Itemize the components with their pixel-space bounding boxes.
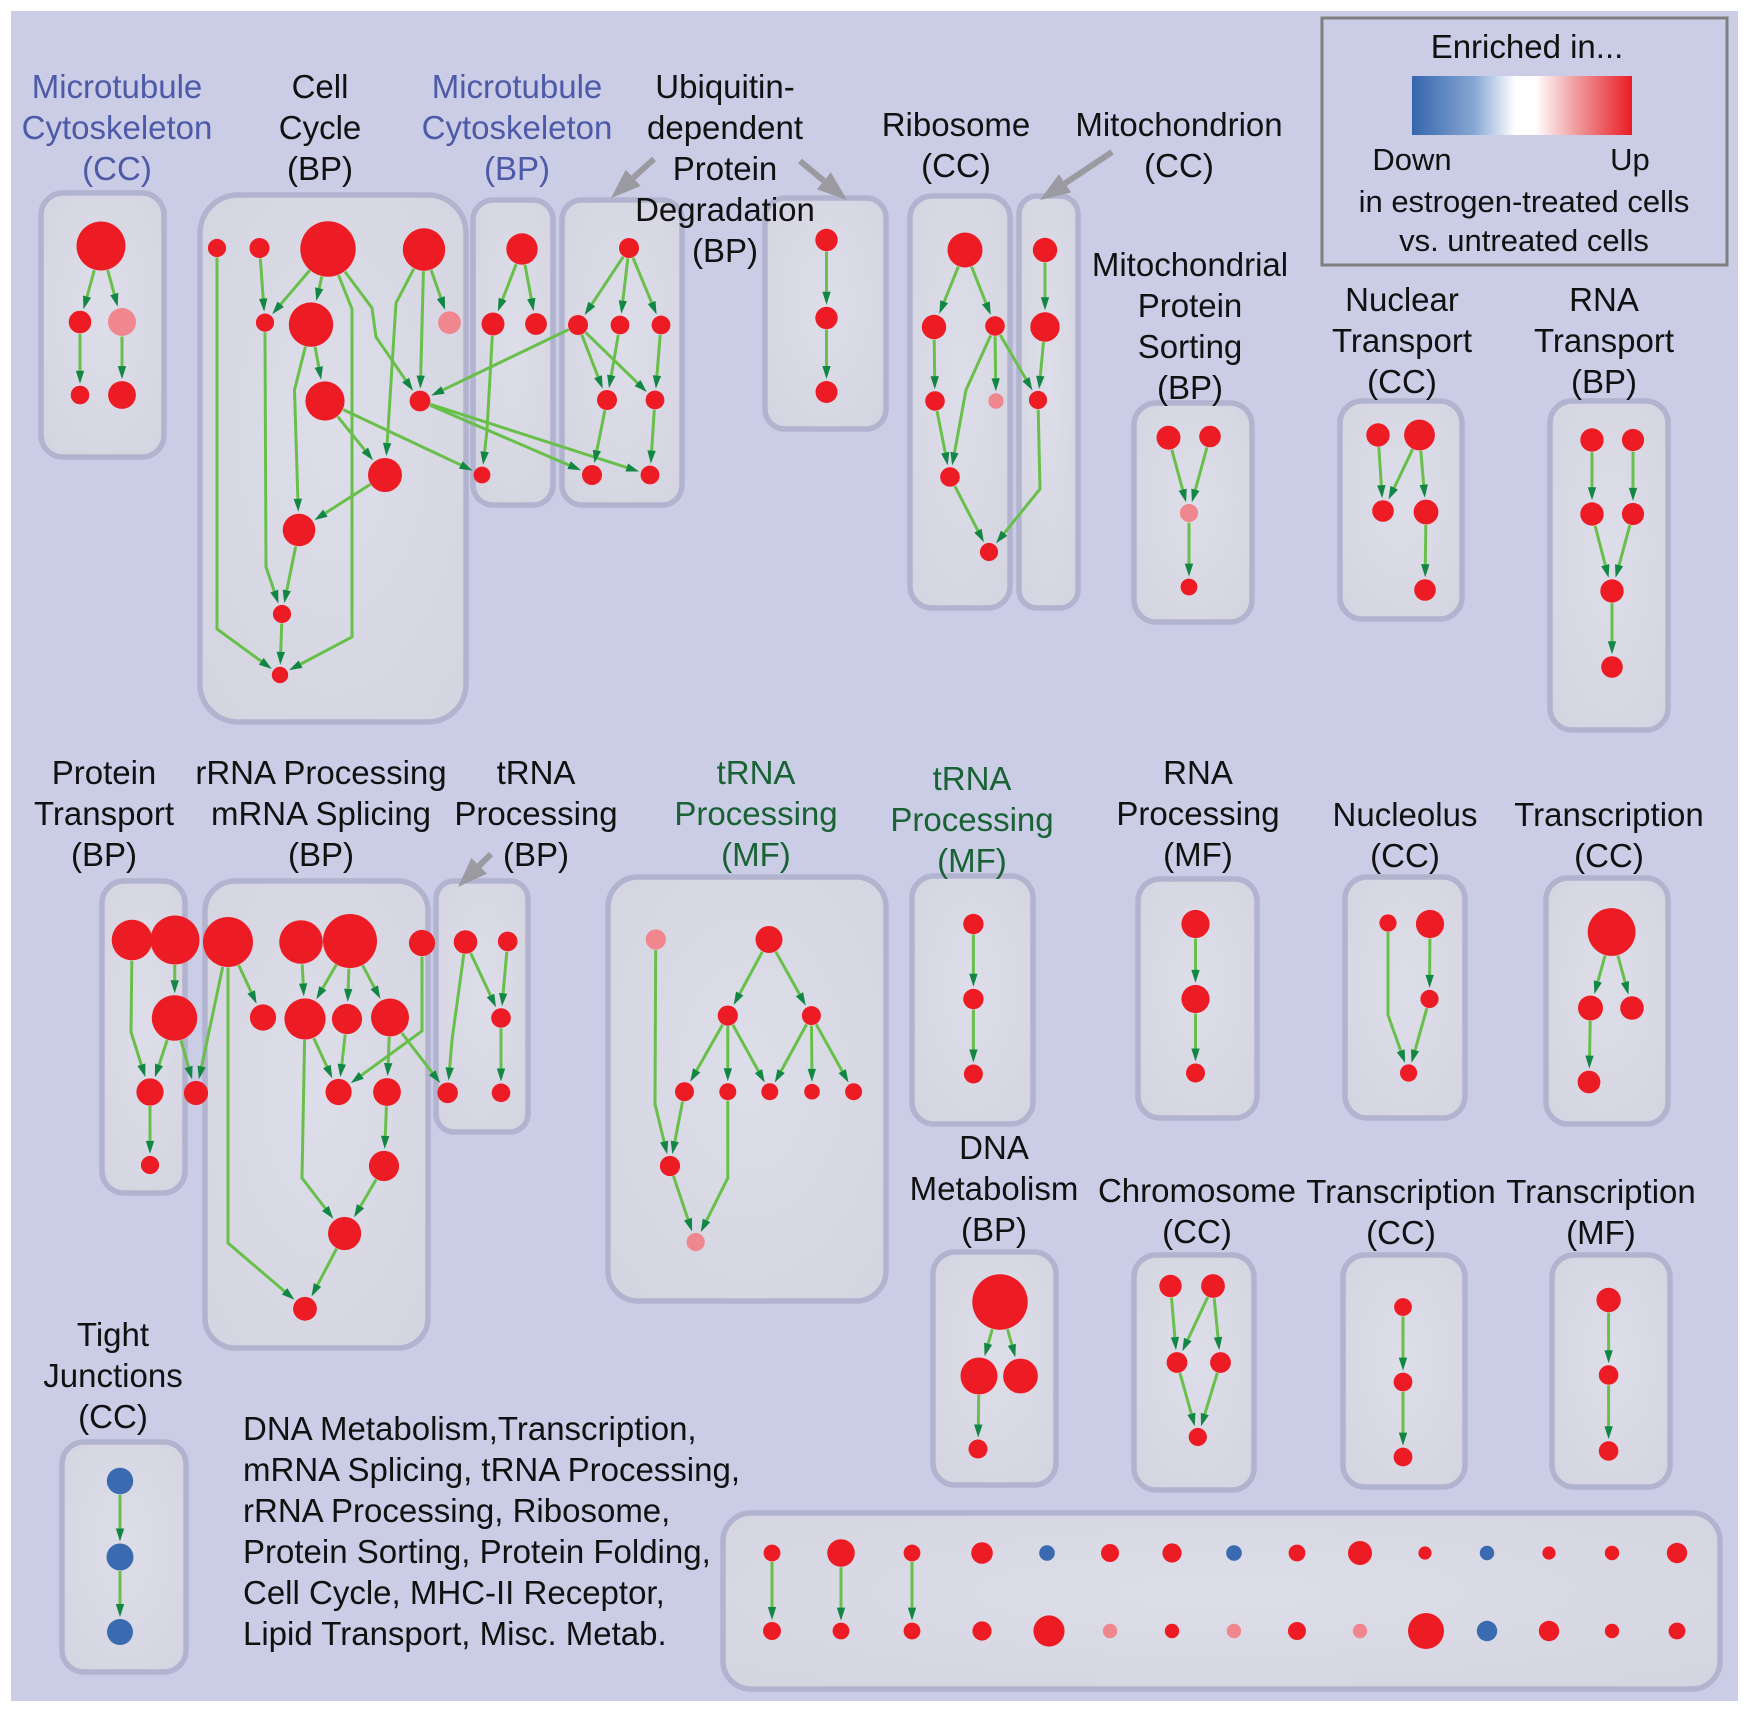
svg-text:Mitochondrion(CC): Mitochondrion (CC) [1075, 106, 1282, 184]
svg-text:Transcription(MF): Transcription (MF) [1506, 1173, 1696, 1251]
svg-text:DNA Metabolism,Transcription,m: DNA Metabolism,Transcription, mRNA Splici… [243, 1410, 740, 1652]
svg-text:Chromosome(CC): Chromosome (CC) [1098, 1172, 1296, 1250]
svg-text:vs. untreated cells: vs. untreated cells [1399, 223, 1649, 258]
svg-text:Enriched in...: Enriched in... [1431, 28, 1624, 65]
svg-text:Nucleolus(CC): Nucleolus (CC) [1333, 796, 1478, 874]
svg-text:Transcription(CC): Transcription (CC) [1306, 1173, 1496, 1251]
svg-text:Up: Up [1610, 142, 1650, 177]
svg-text:Transcription(CC): Transcription (CC) [1514, 796, 1704, 874]
svg-text:Down: Down [1372, 142, 1451, 177]
svg-text:Ribosome(CC): Ribosome (CC) [882, 106, 1031, 184]
svg-text:in estrogen-treated cells: in estrogen-treated cells [1359, 184, 1690, 219]
